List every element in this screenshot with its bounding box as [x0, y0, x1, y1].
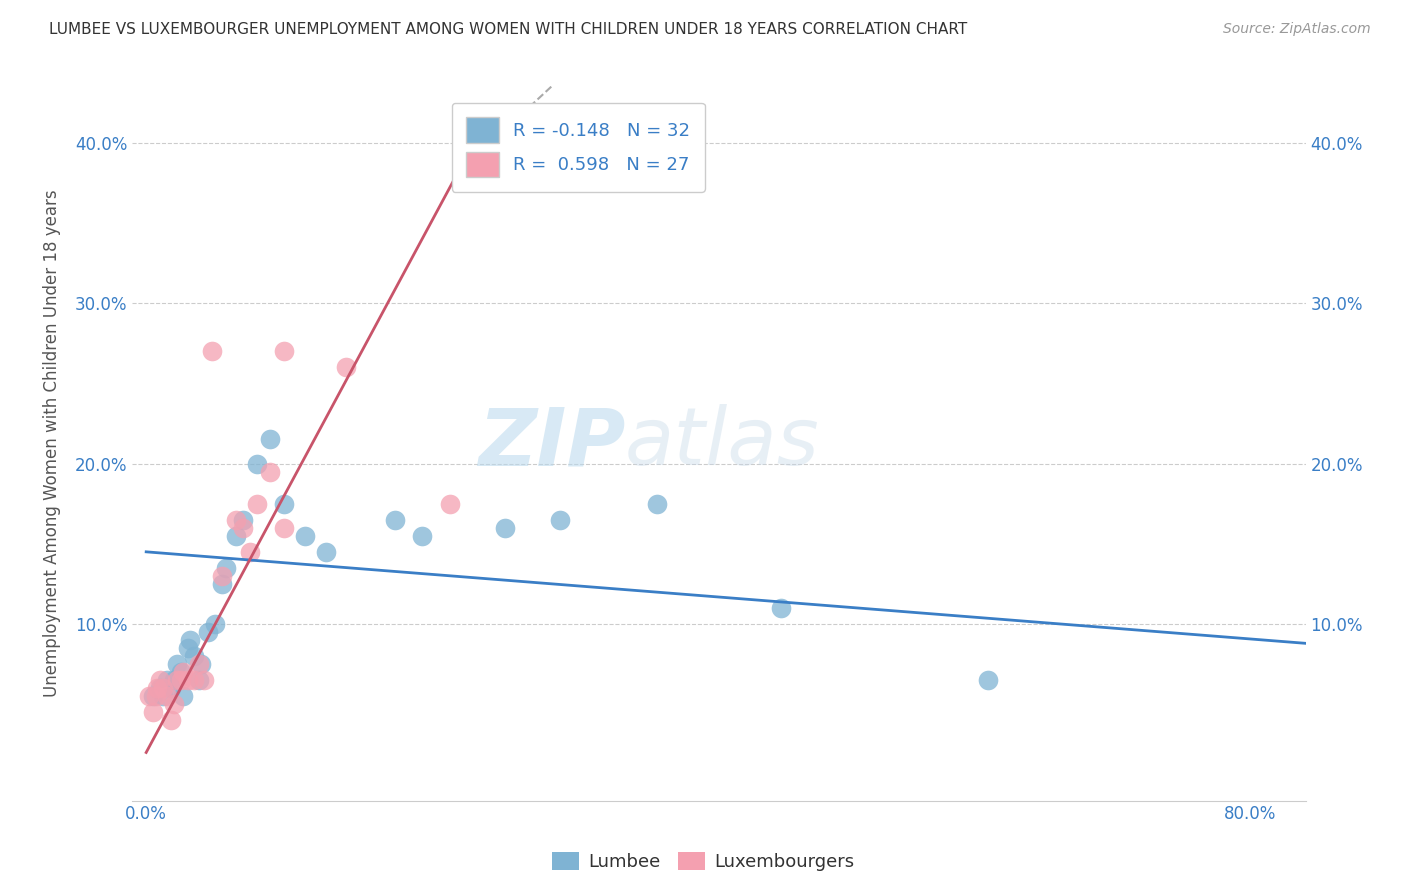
- Point: [384, 513, 406, 527]
- Point: [145, 690, 167, 704]
- Point: [172, 690, 194, 704]
- Point: [187, 673, 209, 688]
- Point: [439, 497, 461, 511]
- Point: [142, 706, 165, 720]
- Point: [172, 665, 194, 680]
- Point: [149, 681, 172, 696]
- Point: [239, 545, 262, 559]
- Point: [225, 529, 247, 543]
- Text: ZIP: ZIP: [478, 404, 626, 483]
- Point: [176, 673, 198, 688]
- Point: [179, 633, 201, 648]
- Point: [259, 465, 281, 479]
- Text: Source: ZipAtlas.com: Source: ZipAtlas.com: [1223, 22, 1371, 37]
- Y-axis label: Unemployment Among Women with Children Under 18 years: Unemployment Among Women with Children U…: [44, 190, 60, 698]
- Point: [176, 641, 198, 656]
- Point: [232, 521, 254, 535]
- Point: [170, 665, 193, 680]
- Point: [411, 529, 433, 543]
- Point: [163, 673, 186, 688]
- Point: [211, 577, 233, 591]
- Point: [245, 457, 267, 471]
- Text: atlas: atlas: [626, 404, 820, 483]
- Point: [335, 360, 357, 375]
- Point: [232, 513, 254, 527]
- Point: [156, 690, 179, 704]
- Point: [152, 690, 174, 704]
- Point: [156, 673, 179, 688]
- Point: [294, 529, 316, 543]
- Point: [211, 569, 233, 583]
- Point: [138, 690, 160, 704]
- Point: [548, 513, 571, 527]
- Legend: Lumbee, Luxembourgers: Lumbee, Luxembourgers: [544, 845, 862, 879]
- Point: [315, 545, 337, 559]
- Point: [273, 344, 295, 359]
- Point: [204, 617, 226, 632]
- Point: [977, 673, 1000, 688]
- Point: [160, 681, 183, 696]
- Point: [142, 690, 165, 704]
- Point: [146, 681, 169, 696]
- Point: [215, 561, 238, 575]
- Point: [273, 521, 295, 535]
- Point: [152, 681, 174, 696]
- Point: [273, 497, 295, 511]
- Point: [149, 673, 172, 688]
- Point: [170, 673, 193, 688]
- Point: [183, 673, 205, 688]
- Point: [225, 513, 247, 527]
- Point: [494, 521, 516, 535]
- Point: [645, 497, 668, 511]
- Point: [160, 714, 183, 728]
- Point: [166, 673, 188, 688]
- Point: [183, 649, 205, 664]
- Point: [190, 657, 212, 672]
- Point: [163, 698, 186, 712]
- Legend: R = -0.148   N = 32, R =  0.598   N = 27: R = -0.148 N = 32, R = 0.598 N = 27: [451, 103, 704, 192]
- Text: LUMBEE VS LUXEMBOURGER UNEMPLOYMENT AMONG WOMEN WITH CHILDREN UNDER 18 YEARS COR: LUMBEE VS LUXEMBOURGER UNEMPLOYMENT AMON…: [49, 22, 967, 37]
- Point: [197, 625, 219, 640]
- Point: [201, 344, 224, 359]
- Point: [166, 657, 188, 672]
- Point: [187, 657, 209, 672]
- Point: [259, 433, 281, 447]
- Point: [245, 497, 267, 511]
- Point: [193, 673, 215, 688]
- Point: [770, 601, 793, 615]
